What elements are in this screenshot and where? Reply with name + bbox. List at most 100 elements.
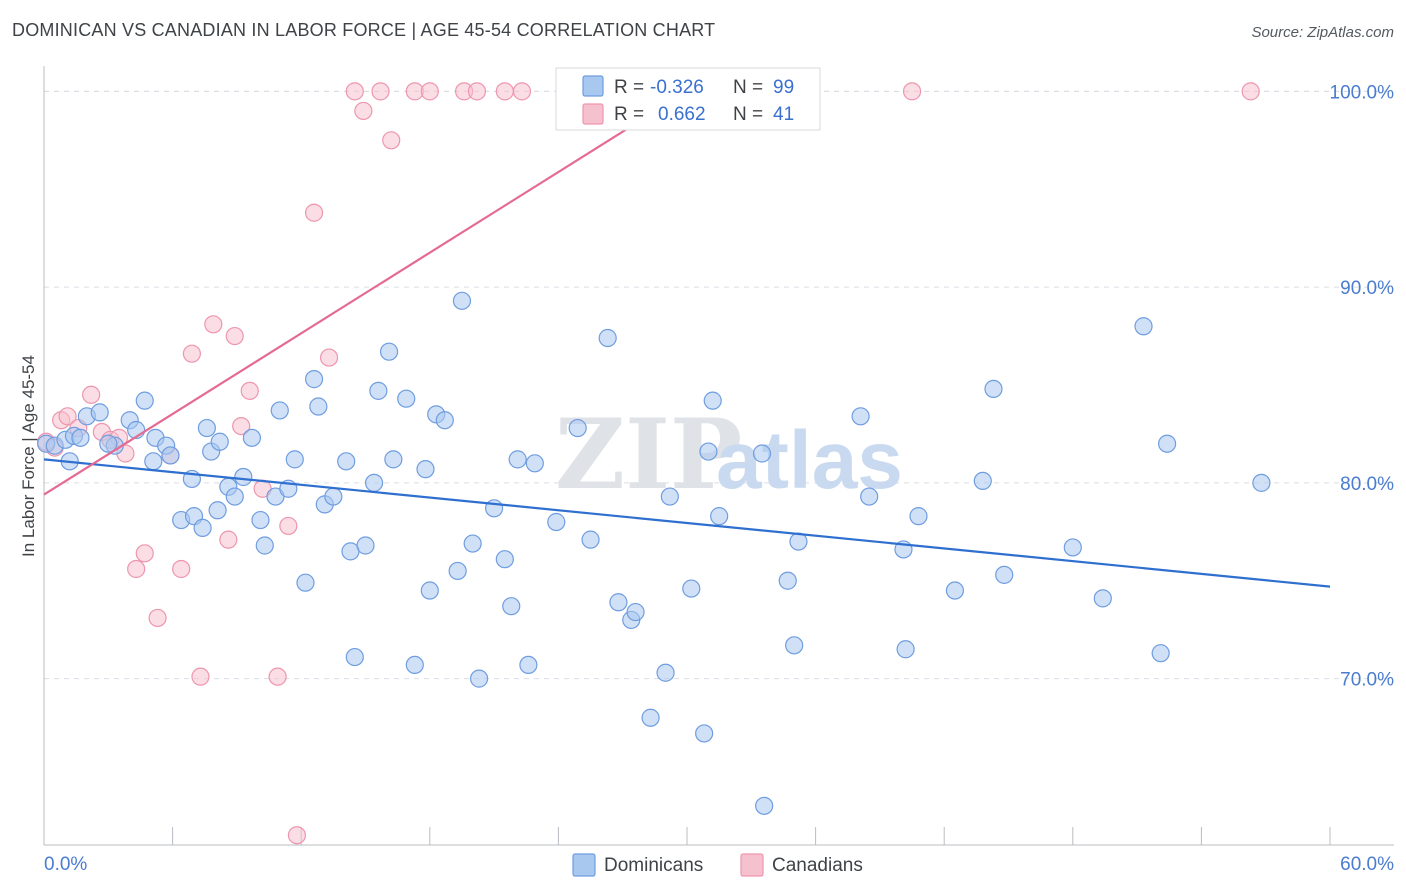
dominicans-point	[896, 640, 915, 659]
dominicans-point	[337, 452, 356, 471]
stats-legend-n-label-2: N =	[733, 104, 763, 125]
bottom-legend-swatch-dominicans	[572, 853, 596, 877]
dominicans-point	[270, 401, 289, 420]
stats-legend-n-value-2: 41	[773, 104, 794, 125]
dominicans-point	[909, 507, 928, 526]
dominicans-point	[508, 450, 527, 469]
dominicans-point	[90, 403, 109, 422]
dominicans-point	[448, 561, 467, 581]
stats-legend-r-label-2: R =	[614, 104, 644, 125]
y-tick-label-70: 70.0%	[1340, 670, 1394, 691]
stats-legend-n-value-1: 99	[773, 77, 794, 98]
dominicans-point	[208, 501, 227, 520]
dominicans-point	[710, 507, 729, 526]
dominicans-point	[703, 391, 722, 410]
dominicans-point	[452, 291, 472, 310]
y-tick-label-90: 90.0%	[1340, 278, 1394, 299]
dominicans-point	[234, 467, 253, 487]
dominicans-point	[609, 593, 628, 612]
dominicans-point	[495, 550, 514, 569]
dominicans-point	[778, 571, 797, 590]
dominicans-point	[502, 597, 521, 616]
dominicans-point	[144, 452, 163, 471]
dominicans-point	[568, 418, 587, 438]
dominicans-point	[416, 460, 435, 479]
dominicans-point	[309, 397, 328, 416]
dominicans-point	[193, 518, 212, 537]
dominicans-point	[463, 534, 482, 553]
dominicans-point	[1252, 473, 1271, 492]
dominicans-point	[598, 328, 617, 348]
canadians-point	[902, 82, 922, 101]
y-axis-title: In Labor Force | Age 45-54	[19, 355, 38, 557]
dominicans-point	[682, 579, 701, 598]
y-tick-label-80: 80.0%	[1340, 474, 1394, 495]
canadians-point	[225, 326, 244, 346]
y-tick-labels: 70.0% 80.0% 90.0% 100.0%	[1330, 82, 1395, 690]
dominicans-points	[37, 291, 1271, 815]
dominicans-point	[699, 442, 718, 461]
stats-legend-n-label-1: N =	[733, 77, 763, 98]
dominicans-point	[626, 602, 645, 622]
canadians-point	[204, 315, 223, 334]
dominicans-point	[225, 487, 244, 506]
dominicans-point	[973, 471, 992, 491]
bottom-legend-label-canadians: Canadians	[772, 855, 863, 876]
dominicans-point	[369, 381, 388, 400]
canadians-point	[467, 82, 487, 101]
dominicans-point	[71, 428, 90, 447]
stats-legend: R = -0.326 N = 99 R = 0.662 N = 41	[555, 67, 821, 131]
dominicans-point	[405, 655, 424, 675]
canadians-point	[148, 608, 167, 628]
dominicans-point	[752, 444, 772, 463]
canadians-point	[191, 667, 210, 686]
dominicans-trend-line	[43, 458, 1331, 588]
canadians-point	[135, 544, 154, 563]
canadians-trend-line	[43, 90, 688, 496]
canadians-point	[268, 667, 287, 686]
dominicans-point	[851, 407, 870, 426]
canadians-point	[319, 348, 339, 367]
bottom-legend: Dominicans Canadians	[572, 853, 863, 877]
bottom-legend-label-dominicans: Dominicans	[604, 855, 703, 876]
dominicans-point	[251, 510, 270, 530]
watermark: ZIP atlas	[555, 398, 903, 511]
dominicans-point	[469, 669, 489, 688]
dominicans-point	[1134, 317, 1153, 336]
dominicans-point	[995, 565, 1014, 584]
dominicans-point	[1093, 589, 1112, 608]
canadians-point	[172, 559, 191, 579]
dominicans-point	[296, 573, 315, 592]
dominicans-point	[945, 581, 965, 600]
dominicans-point	[435, 411, 454, 430]
dominicans-point	[1158, 434, 1177, 453]
canadians-point	[279, 516, 298, 536]
y-tick-label-100: 100.0%	[1330, 82, 1395, 103]
dominicans-point	[161, 446, 180, 465]
canadians-point	[182, 344, 201, 363]
chart-title: DOMINICAN VS CANADIAN IN LABOR FORCE | A…	[12, 20, 716, 40]
bottom-legend-swatch-canadians	[740, 853, 764, 877]
x-tick-labels: 0.0% 60.0%	[44, 854, 1394, 875]
canadians-point	[1241, 82, 1260, 101]
x-tick-label-min: 0.0%	[44, 854, 87, 875]
canadians-point	[512, 82, 532, 101]
dominicans-point	[379, 342, 399, 361]
canadians-point	[345, 82, 364, 101]
canadians-point	[127, 559, 146, 579]
dominicans-point	[324, 487, 343, 506]
dominicans-point	[356, 536, 375, 555]
chart-source: Source: ZipAtlas.com	[1251, 24, 1394, 41]
dominicans-point	[242, 428, 262, 447]
dominicans-point	[135, 391, 154, 410]
canadians-point	[382, 131, 401, 150]
stats-legend-r-value-1: -0.326	[650, 77, 704, 98]
canadians-point	[495, 82, 514, 101]
trend-lines	[43, 90, 1331, 588]
dominicans-point	[384, 450, 403, 469]
dominicans-point	[547, 512, 566, 532]
dominicans-point	[99, 434, 118, 453]
dominicans-point	[345, 647, 364, 667]
stats-legend-swatch-canadians	[582, 103, 604, 125]
dominicans-point	[397, 389, 416, 408]
